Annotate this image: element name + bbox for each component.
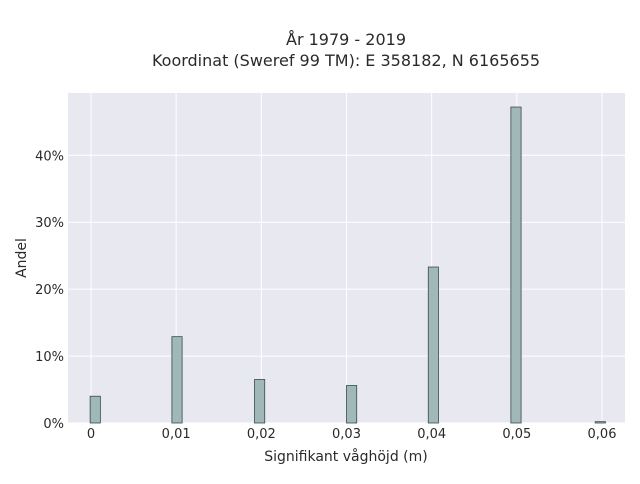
x-tick-label: 0,02 xyxy=(247,427,276,442)
x-tick-label: 0,06 xyxy=(588,427,617,442)
x-axis-title: Signifikant våghöjd (m) xyxy=(264,448,427,465)
chart-title-line1: År 1979 - 2019 xyxy=(286,30,406,49)
histogram-bar xyxy=(346,385,358,424)
y-axis-title: Andel xyxy=(14,238,30,278)
histogram-bar xyxy=(594,421,606,424)
x-tick-label: 0,04 xyxy=(417,427,446,442)
histogram-bar xyxy=(89,395,101,424)
x-tick-label: 0,03 xyxy=(332,427,361,442)
x-tick-label: 0 xyxy=(87,427,95,442)
chart-title-line2: Koordinat (Sweref 99 TM): E 358182, N 61… xyxy=(152,51,540,70)
y-tick-label: 20% xyxy=(35,283,64,298)
y-tick-label: 40% xyxy=(35,149,64,164)
y-tick-label: 10% xyxy=(35,350,64,365)
y-tick-label: 30% xyxy=(35,216,64,231)
x-tick-label: 0,05 xyxy=(502,427,531,442)
histogram-bar xyxy=(254,379,266,424)
y-tick-label: 0% xyxy=(43,417,64,432)
histogram-bar xyxy=(427,266,439,424)
histogram-bar xyxy=(171,336,183,424)
x-tick-label: 0,01 xyxy=(162,427,191,442)
histogram-bar xyxy=(510,106,522,424)
